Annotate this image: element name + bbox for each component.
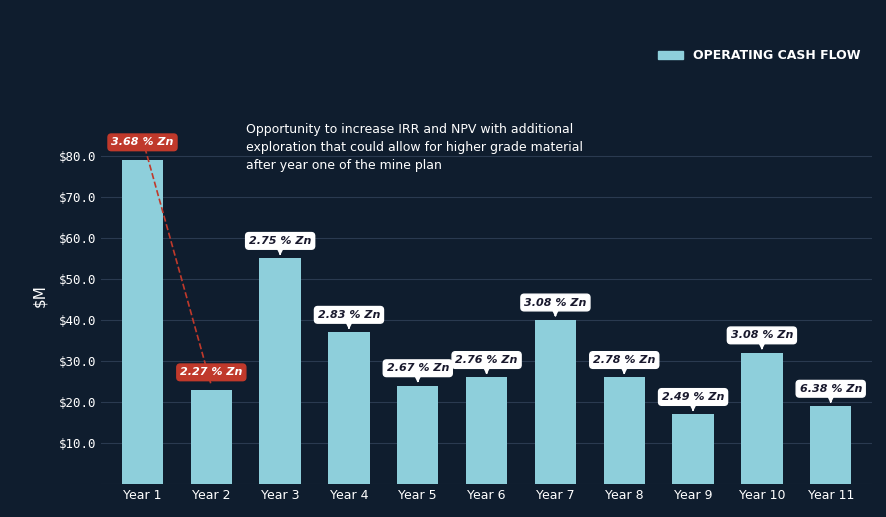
Text: 6.38 % Zn: 6.38 % Zn bbox=[798, 384, 861, 402]
Text: Opportunity to increase IRR and NPV with additional
exploration that could allow: Opportunity to increase IRR and NPV with… bbox=[245, 123, 582, 172]
Text: 3.08 % Zn: 3.08 % Zn bbox=[730, 330, 792, 348]
Bar bbox=[672, 414, 713, 484]
Text: 2.75 % Zn: 2.75 % Zn bbox=[249, 236, 311, 254]
Bar bbox=[602, 377, 644, 484]
Bar bbox=[741, 353, 781, 484]
Text: 2.83 % Zn: 2.83 % Zn bbox=[317, 310, 380, 328]
Legend: OPERATING CASH FLOW: OPERATING CASH FLOW bbox=[652, 44, 865, 68]
Text: 2.78 % Zn: 2.78 % Zn bbox=[593, 355, 655, 373]
Text: 2.67 % Zn: 2.67 % Zn bbox=[386, 363, 448, 381]
Bar bbox=[121, 160, 163, 484]
Bar bbox=[397, 386, 438, 484]
Bar bbox=[260, 258, 300, 484]
Text: 3.08 % Zn: 3.08 % Zn bbox=[524, 297, 586, 315]
Text: 2.49 % Zn: 2.49 % Zn bbox=[661, 392, 724, 410]
Bar bbox=[465, 377, 507, 484]
Text: 3.68 % Zn: 3.68 % Zn bbox=[111, 138, 174, 147]
Text: 2.76 % Zn: 2.76 % Zn bbox=[455, 355, 517, 373]
Text: 2.27 % Zn: 2.27 % Zn bbox=[180, 368, 242, 377]
Bar bbox=[328, 332, 369, 484]
Y-axis label: $M: $M bbox=[33, 284, 48, 307]
Bar bbox=[190, 390, 232, 484]
Bar bbox=[809, 406, 851, 484]
Bar bbox=[534, 320, 575, 484]
